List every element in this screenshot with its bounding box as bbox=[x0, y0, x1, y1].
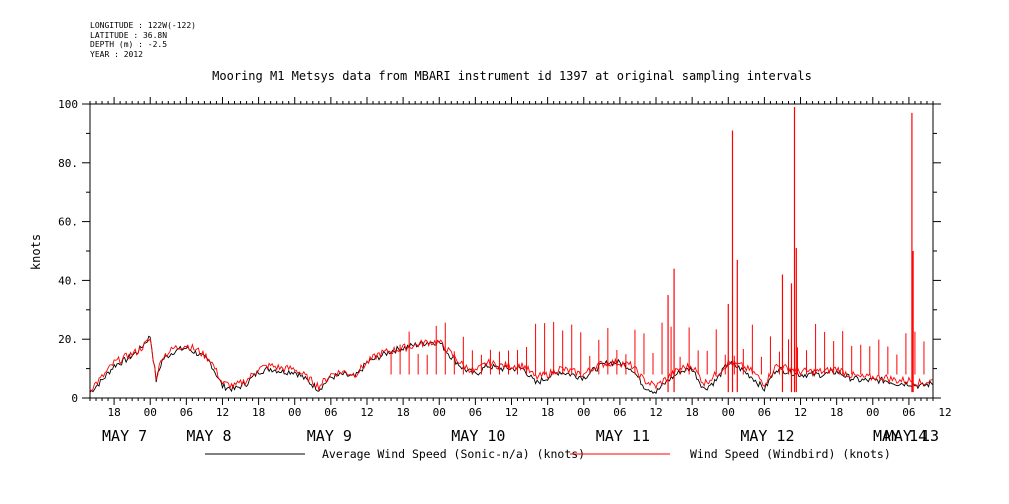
x-axis-labels: 18 00 06 12 18 00 06 12 18 00 06 12 18 00 06 12 18 00 06 12… bbox=[102, 406, 952, 445]
line-windbird-wind-speed bbox=[89, 337, 934, 392]
x-day-label: MAY 7 bbox=[102, 427, 147, 445]
latitude-text: LATITUDE : 36.8N bbox=[90, 30, 168, 40]
longitude-text: LONGITUDE : 122W(-122) bbox=[90, 21, 196, 30]
x-day-label: MAY 14 bbox=[873, 427, 927, 445]
year-text: YEAR : 2012 bbox=[90, 49, 143, 59]
x-tick-label: 06 bbox=[613, 406, 626, 419]
y-tick-label: 40. bbox=[58, 274, 78, 287]
legend-label-average: Average Wind Speed (Sonic-n/a) (knots) bbox=[322, 447, 585, 461]
x-tick-label: 06 bbox=[324, 406, 337, 419]
metadata-block: LONGITUDE : 122W(-122) LATITUDE : 36.8N … bbox=[90, 21, 196, 59]
x-tick-label: 12 bbox=[360, 406, 373, 419]
depth-text: DEPTH (m) : -2.5 bbox=[90, 40, 168, 49]
x-day-label: MAY 10 bbox=[451, 427, 505, 445]
chart-title: Mooring M1 Metsys data from MBARI instru… bbox=[212, 69, 812, 83]
x-tick-label: 18 bbox=[686, 406, 699, 419]
legend: Average Wind Speed (Sonic-n/a) (knots) W… bbox=[205, 447, 891, 461]
x-tick-label: 06 bbox=[902, 406, 915, 419]
x-day-label: MAY 9 bbox=[307, 427, 352, 445]
x-tick-label: 12 bbox=[794, 406, 807, 419]
y-tick-label: 60. bbox=[58, 216, 78, 229]
x-tick-label: 06 bbox=[758, 406, 771, 419]
x-tick-label: 00 bbox=[144, 406, 157, 419]
y-tick-label: 100 bbox=[58, 98, 78, 111]
x-tick-label: 12 bbox=[505, 406, 518, 419]
x-tick-label: 18 bbox=[252, 406, 265, 419]
y-axis-labels: 0 20. 40. 60. 80. 100 bbox=[58, 98, 78, 405]
x-tick-label: 00 bbox=[722, 406, 735, 419]
x-tick-label: 00 bbox=[433, 406, 446, 419]
x-day-label: MAY 8 bbox=[186, 427, 231, 445]
y-axis-label: knots bbox=[29, 234, 43, 270]
x-tick-label: 12 bbox=[649, 406, 662, 419]
x-tick-label: 00 bbox=[288, 406, 301, 419]
x-tick-label: 18 bbox=[107, 406, 120, 419]
x-day-label: MAY 13 bbox=[885, 427, 939, 445]
axis-ticks bbox=[82, 97, 941, 405]
x-tick-label: 18 bbox=[396, 406, 409, 419]
y-tick-label: 80. bbox=[58, 157, 78, 170]
y-tick-label: 20. bbox=[58, 333, 78, 346]
x-tick-label: 18 bbox=[830, 406, 843, 419]
x-day-label: MAY 11 bbox=[596, 427, 650, 445]
legend-label-windbird: Wind Speed (Windbird) (knots) bbox=[690, 447, 891, 461]
x-tick-label: 00 bbox=[577, 406, 590, 419]
series-windbird-wind-speed bbox=[89, 106, 934, 393]
y-tick-label: 0 bbox=[71, 392, 78, 405]
x-tick-label: 12 bbox=[938, 406, 951, 419]
x-day-label: MAY 12 bbox=[740, 427, 794, 445]
x-tick-label: 18 bbox=[541, 406, 554, 419]
x-tick-label: 12 bbox=[216, 406, 229, 419]
x-tick-label: 06 bbox=[180, 406, 193, 419]
x-tick-label: 06 bbox=[469, 406, 482, 419]
x-tick-label: 00 bbox=[866, 406, 879, 419]
